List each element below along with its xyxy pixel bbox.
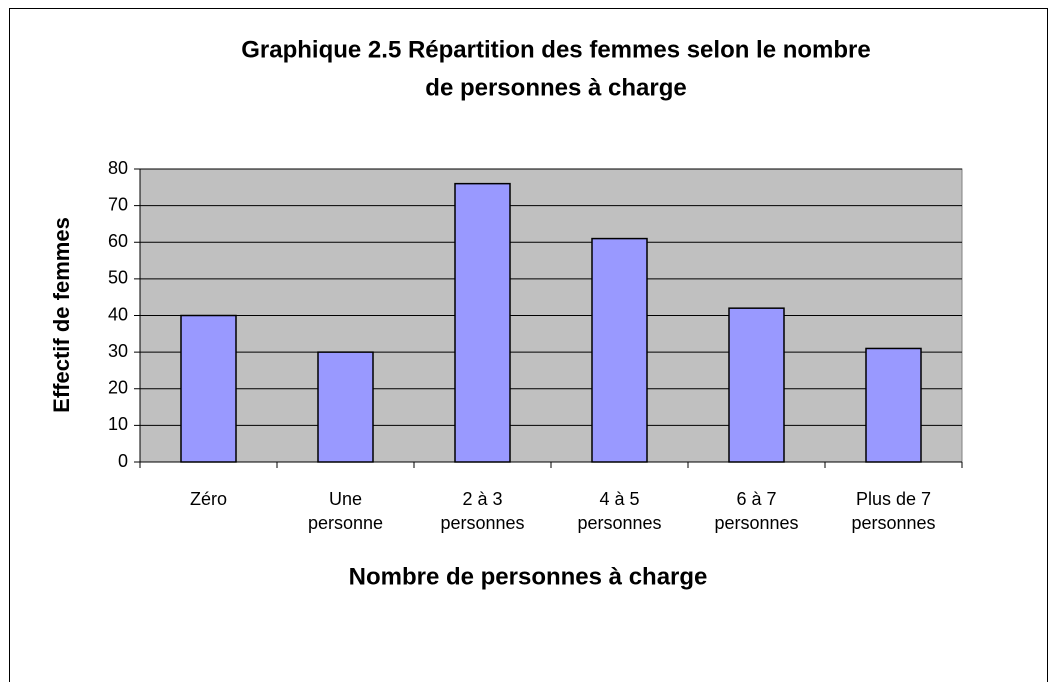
x-axis-title: Nombre de personnes à charge [349, 563, 708, 590]
bar [865, 347, 922, 463]
y-tick-label: 10 [108, 414, 128, 434]
y-tick-label: 70 [108, 194, 128, 214]
y-tick-label: 20 [108, 378, 128, 398]
y-tick-label: 0 [118, 451, 128, 471]
y-tick-label: 80 [108, 158, 128, 178]
y-axis-title: Effectif de femmes [49, 217, 74, 413]
x-tick-label: 4 à 5 personnes [577, 489, 662, 533]
bar [454, 182, 511, 463]
x-tick-label: Zéro [189, 489, 227, 509]
bar [180, 314, 237, 463]
bar [728, 307, 785, 463]
y-tick-label: 40 [108, 304, 128, 324]
x-tick-label: 2 à 3 personnes [440, 489, 525, 533]
chart-title: Graphique 2.5 Répartition des femmes sel… [241, 36, 871, 63]
y-tick-label: 60 [108, 231, 128, 251]
y-tick-label: 50 [108, 268, 128, 288]
y-tick-label: 30 [108, 341, 128, 361]
x-tick-label: Une personne [307, 489, 384, 533]
x-tick-label: Plus de 7 personnes [851, 489, 936, 533]
bar [317, 351, 374, 463]
x-tick-label: 6 à 7 personnes [714, 489, 799, 533]
bar [591, 237, 648, 463]
chart-title: de personnes à charge [425, 74, 686, 101]
